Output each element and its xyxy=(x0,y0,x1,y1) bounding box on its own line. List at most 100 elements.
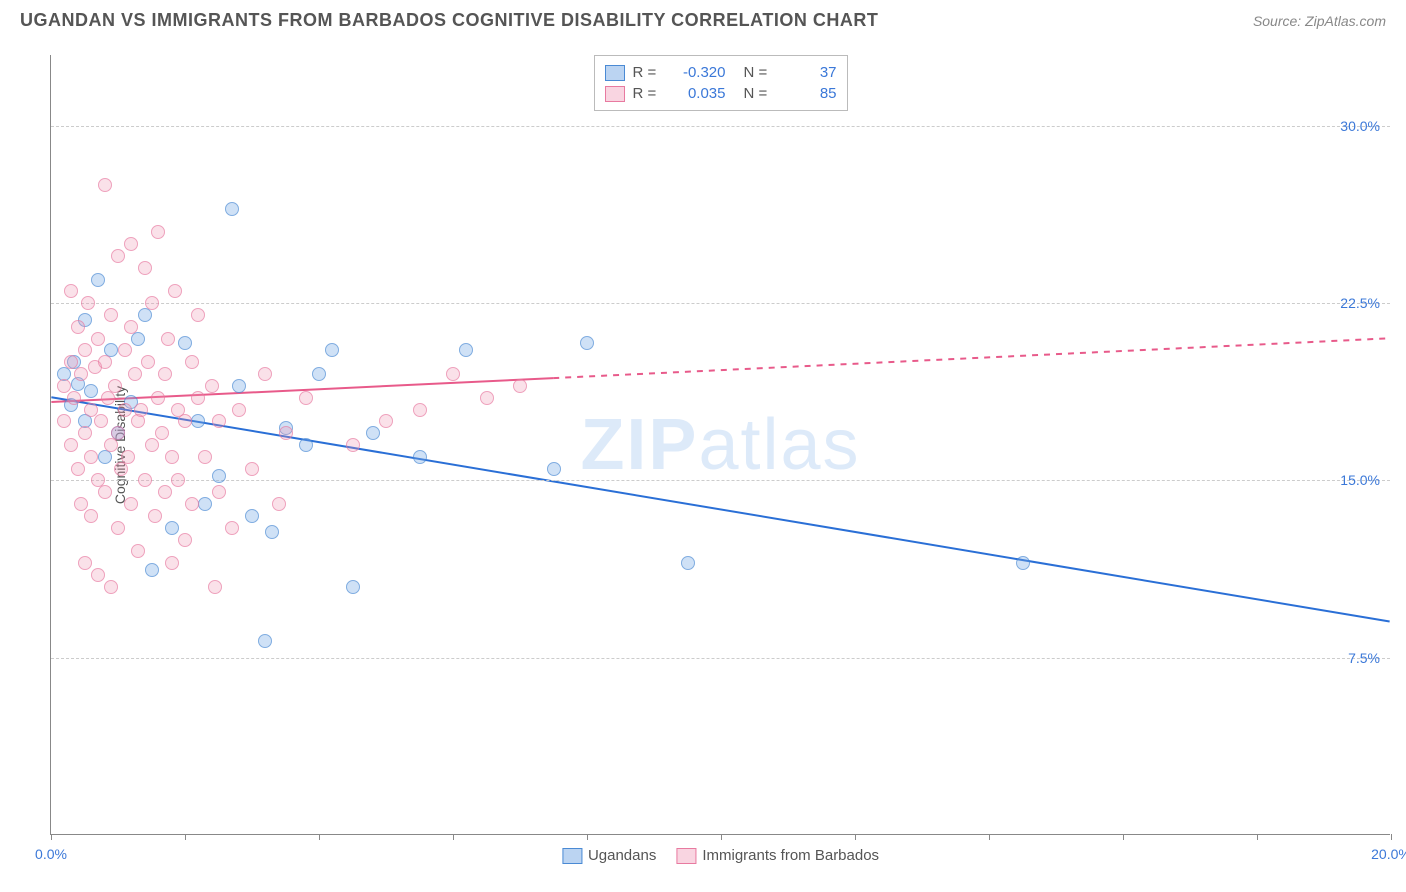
x-tick xyxy=(587,834,588,840)
data-point xyxy=(64,355,78,369)
data-point xyxy=(111,249,125,263)
x-tick xyxy=(319,834,320,840)
data-point xyxy=(158,367,172,381)
r-label: R = xyxy=(633,85,663,102)
data-point xyxy=(78,426,92,440)
data-point xyxy=(245,509,259,523)
data-point xyxy=(91,273,105,287)
correlation-stats-box: R =-0.320N =37R =0.035N =85 xyxy=(594,55,848,111)
data-point xyxy=(155,426,169,440)
x-tick xyxy=(989,834,990,840)
data-point xyxy=(413,450,427,464)
legend-label: Ugandans xyxy=(588,847,656,864)
x-axis-min-label: 0.0% xyxy=(35,846,67,862)
y-tick-label: 22.5% xyxy=(1340,295,1380,311)
data-point xyxy=(178,414,192,428)
chart-plot-area: Cognitive Disability ZIPatlas R =-0.320N… xyxy=(50,55,1390,835)
data-point xyxy=(513,379,527,393)
data-point xyxy=(379,414,393,428)
data-point xyxy=(84,450,98,464)
data-point xyxy=(131,544,145,558)
y-tick-label: 7.5% xyxy=(1348,650,1380,666)
data-point xyxy=(258,367,272,381)
x-tick xyxy=(453,834,454,840)
data-point xyxy=(64,284,78,298)
data-point xyxy=(225,521,239,535)
gridline xyxy=(51,480,1390,481)
data-point xyxy=(232,403,246,417)
data-point xyxy=(580,336,594,350)
data-point xyxy=(191,308,205,322)
data-point xyxy=(366,426,380,440)
data-point xyxy=(145,563,159,577)
data-point xyxy=(299,391,313,405)
data-point xyxy=(165,556,179,570)
legend-swatch xyxy=(676,848,696,864)
data-point xyxy=(78,343,92,357)
n-value: 85 xyxy=(782,85,837,102)
r-value: -0.320 xyxy=(671,64,726,81)
data-point xyxy=(232,379,246,393)
data-point xyxy=(121,450,135,464)
n-value: 37 xyxy=(782,64,837,81)
data-point xyxy=(78,556,92,570)
data-point xyxy=(191,391,205,405)
data-point xyxy=(151,225,165,239)
source-attribution: Source: ZipAtlas.com xyxy=(1253,13,1386,29)
x-tick xyxy=(185,834,186,840)
trend-line-dashed xyxy=(553,338,1389,378)
watermark-bold: ZIP xyxy=(580,405,698,485)
data-point xyxy=(84,403,98,417)
data-point xyxy=(446,367,460,381)
data-point xyxy=(71,462,85,476)
data-point xyxy=(165,450,179,464)
legend-label: Immigrants from Barbados xyxy=(702,847,879,864)
data-point xyxy=(84,509,98,523)
data-point xyxy=(161,332,175,346)
legend-swatch xyxy=(562,848,582,864)
data-point xyxy=(151,391,165,405)
x-tick xyxy=(1123,834,1124,840)
data-point xyxy=(98,355,112,369)
data-point xyxy=(145,438,159,452)
n-label: N = xyxy=(744,85,774,102)
data-point xyxy=(131,332,145,346)
data-point xyxy=(212,469,226,483)
data-point xyxy=(272,497,286,511)
data-point xyxy=(98,178,112,192)
data-point xyxy=(158,485,172,499)
data-point xyxy=(118,403,132,417)
data-point xyxy=(57,414,71,428)
data-point xyxy=(212,485,226,499)
data-point xyxy=(681,556,695,570)
data-point xyxy=(74,367,88,381)
data-point xyxy=(1016,556,1030,570)
x-tick xyxy=(721,834,722,840)
data-point xyxy=(299,438,313,452)
data-point xyxy=(178,336,192,350)
data-point xyxy=(171,473,185,487)
data-point xyxy=(212,414,226,428)
r-label: R = xyxy=(633,64,663,81)
data-point xyxy=(168,284,182,298)
data-point xyxy=(208,580,222,594)
data-point xyxy=(346,438,360,452)
data-point xyxy=(84,384,98,398)
data-point xyxy=(104,308,118,322)
data-point xyxy=(124,320,138,334)
data-point xyxy=(71,320,85,334)
y-tick-label: 15.0% xyxy=(1340,472,1380,488)
stats-row: R =-0.320N =37 xyxy=(605,62,837,83)
data-point xyxy=(325,343,339,357)
data-point xyxy=(312,367,326,381)
gridline xyxy=(51,303,1390,304)
data-point xyxy=(258,634,272,648)
data-point xyxy=(94,414,108,428)
data-point xyxy=(165,521,179,535)
legend-item: Immigrants from Barbados xyxy=(676,847,879,864)
chart-title: UGANDAN VS IMMIGRANTS FROM BARBADOS COGN… xyxy=(20,10,878,31)
gridline xyxy=(51,126,1390,127)
x-tick xyxy=(51,834,52,840)
data-point xyxy=(138,261,152,275)
data-point xyxy=(64,438,78,452)
